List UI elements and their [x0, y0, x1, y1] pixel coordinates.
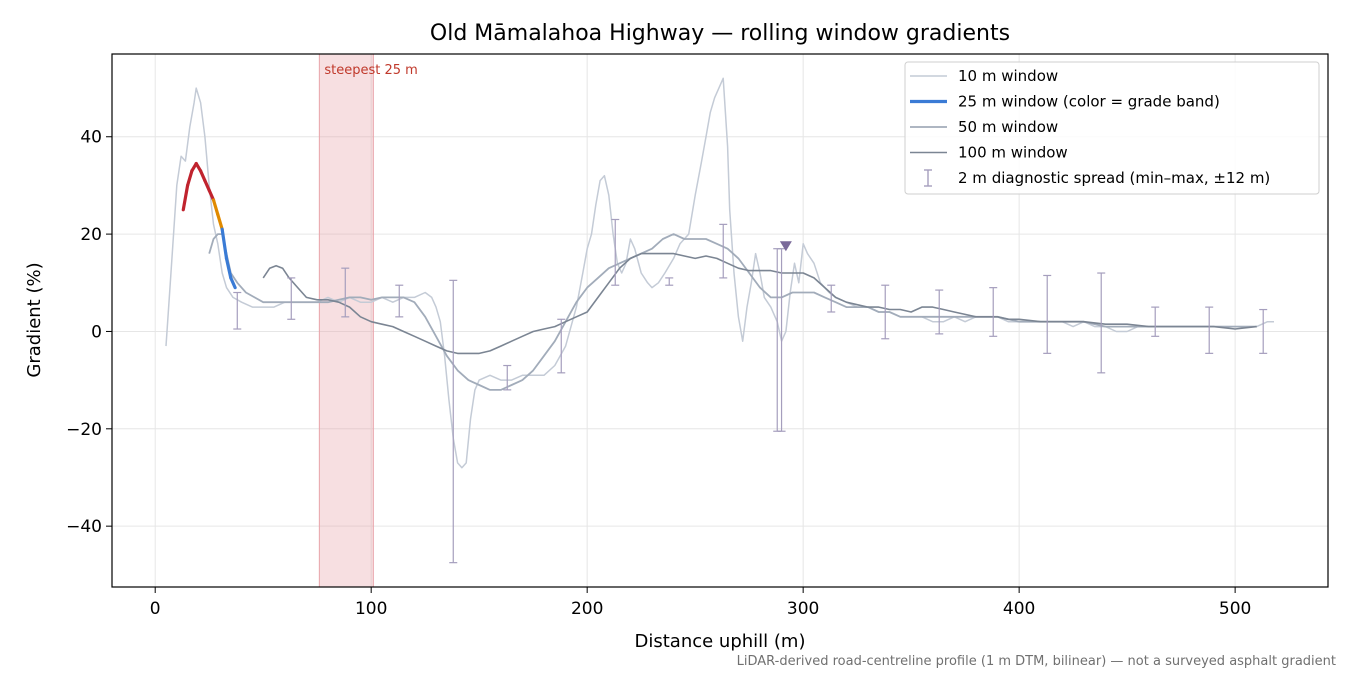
- y-tick-label: 20: [80, 225, 102, 245]
- legend-label: 25 m window (color = grade band): [958, 93, 1220, 111]
- series-25m-segment: [181, 183, 190, 212]
- legend-label: 100 m window: [958, 144, 1068, 162]
- plot-frame: [111, 53, 1329, 588]
- y-tick-label: −20: [66, 420, 102, 440]
- legend-label: 10 m window: [958, 67, 1058, 85]
- series-25m-segment: [224, 256, 233, 280]
- series-25m-segment: [203, 178, 211, 192]
- x-tick-label: 500: [1219, 599, 1251, 619]
- series-25m-segment: [207, 188, 216, 202]
- steepest-label: steepest 25 m: [324, 63, 417, 78]
- axes-frame: [111, 53, 1329, 588]
- y-tick-label: 40: [80, 128, 102, 148]
- series-line-0: [165, 77, 1274, 469]
- series-line-2: [208, 233, 1257, 391]
- y-tick-label: −40: [66, 517, 102, 537]
- x-tick-label: 200: [571, 599, 603, 619]
- legend-label: 50 m window: [958, 118, 1058, 136]
- y-tick-label: 0: [91, 322, 102, 342]
- legend-box: [904, 61, 1320, 195]
- series-25m-segment: [220, 227, 229, 261]
- x-tick-label: 300: [787, 599, 819, 619]
- x-tick-label: 400: [1003, 599, 1035, 619]
- series-line-3: [262, 252, 1257, 355]
- steepest-highlight: steepest 25 m: [318, 54, 418, 587]
- x-axis-label: Distance uphill (m): [635, 631, 806, 652]
- marker-triangle: [779, 241, 792, 252]
- series-25m-segment: [216, 213, 224, 231]
- legend-label: 2 m diagnostic spread (min–max, ±12 m): [958, 169, 1270, 187]
- axis-ticks: 0 100 200 300 400 500 −40 −20 0 20 40: [66, 128, 1251, 619]
- series-layer: [165, 77, 1274, 564]
- series-25m-segment: [229, 276, 237, 290]
- legend: 10 m window 25 m window (color = grade ba…: [904, 61, 1320, 195]
- y-axis-label: Gradient (%): [24, 262, 45, 377]
- chart-title: Old Māmalahoa Highway — rolling window g…: [430, 21, 1010, 46]
- series-25m-segment: [185, 169, 194, 188]
- series-25m-segment: [198, 169, 207, 183]
- footnote: LiDAR-derived road-centreline profile (1…: [737, 654, 1336, 669]
- series-25m-segment: [211, 198, 220, 217]
- x-tick-label: 0: [150, 599, 161, 619]
- steepest-band: [319, 54, 374, 587]
- x-tick-label: 100: [355, 599, 387, 619]
